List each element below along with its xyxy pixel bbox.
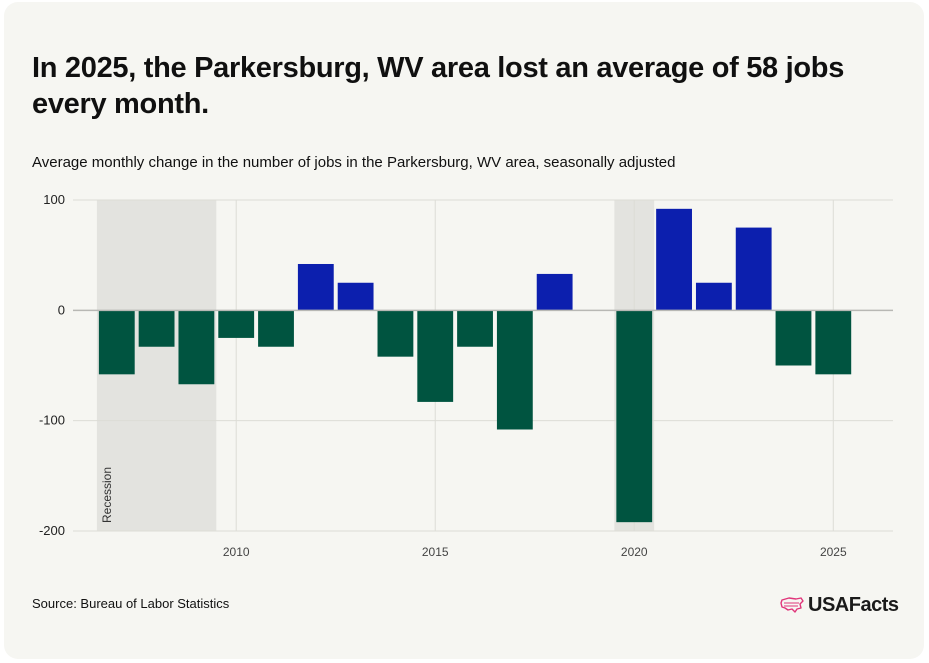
x-tick-label: 2015 [422, 545, 449, 559]
y-tick-label: 100 [43, 192, 65, 207]
bar [695, 282, 732, 311]
bar [735, 227, 772, 311]
bar [536, 273, 573, 311]
x-tick-label: 2020 [621, 545, 648, 559]
x-tick-label: 2025 [820, 545, 847, 559]
bar [815, 310, 852, 375]
y-tick-label: -200 [39, 523, 65, 538]
bar [457, 310, 493, 347]
recession-label: Recession [100, 467, 114, 523]
source-note: Source: Bureau of Labor Statistics [32, 596, 230, 611]
bar [377, 310, 414, 357]
bar [98, 310, 135, 375]
bar [496, 310, 533, 430]
bar [258, 310, 294, 347]
bar [138, 310, 175, 347]
brand-name: USAFacts [808, 593, 899, 616]
bars [98, 208, 852, 523]
bar [337, 282, 374, 311]
us-map-icon [780, 597, 804, 613]
bar [775, 310, 812, 366]
y-tick-label: 0 [58, 302, 65, 317]
chart-subtitle: Average monthly change in the number of … [32, 154, 676, 171]
y-tick-label: -100 [39, 413, 65, 428]
bar [297, 263, 334, 311]
bar [616, 310, 653, 523]
bar [218, 310, 255, 338]
chart-title: In 2025, the Parkersburg, WV area lost a… [32, 52, 845, 120]
x-tick-label: 2010 [223, 545, 250, 559]
usafacts-logo: USAFacts [780, 592, 899, 618]
bar [417, 310, 454, 402]
axes: 100 0 -100 -200 2010 2015 2020 2025 [39, 192, 893, 559]
bar [178, 310, 215, 385]
bar [656, 208, 692, 311]
